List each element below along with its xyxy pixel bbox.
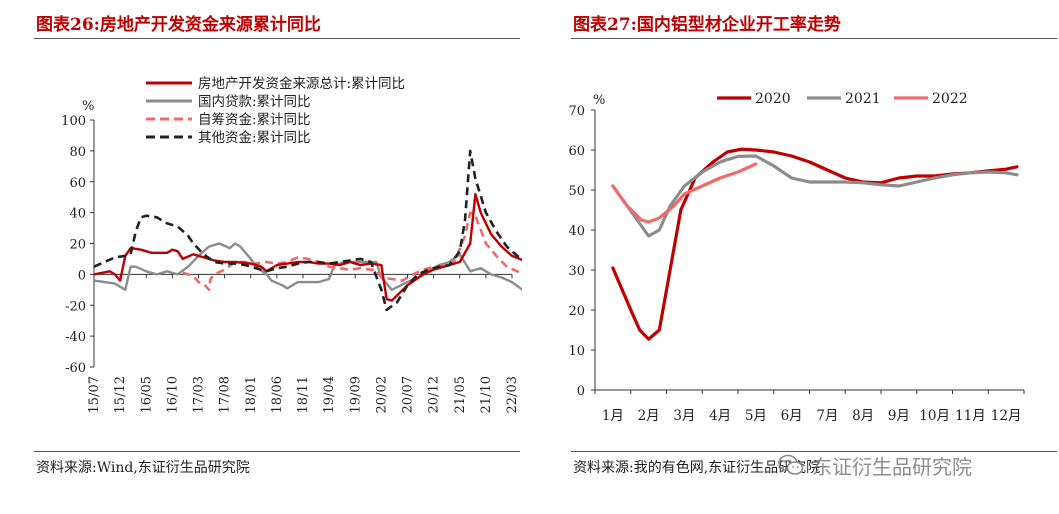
y-unit-label: % — [593, 93, 605, 108]
x-tick-label: 20/12 — [427, 376, 442, 413]
x-tick-label: 8月 — [852, 408, 874, 424]
x-tick-label: 7月 — [816, 408, 838, 424]
x-tick-label: 16/10 — [165, 376, 180, 413]
x-tick-label: 21/05 — [453, 376, 468, 413]
x-tick-label: 15/12 — [113, 376, 128, 413]
title-rule — [571, 38, 1057, 39]
title-rule — [34, 38, 520, 39]
x-tick-label: 16/05 — [139, 376, 154, 413]
y-tick-label: 60 — [568, 144, 585, 159]
x-tick-label: 1月 — [602, 408, 624, 424]
y-tick-label: 0 — [577, 384, 585, 399]
legend: 房地产开发资金来源总计:累计同比国内贷款:累计同比自筹资金:累计同比其他资金:累… — [146, 76, 405, 146]
series-line — [611, 154, 1019, 238]
x-tick-label: 10月 — [919, 408, 950, 424]
y-tick-label: 70 — [568, 104, 585, 119]
y-tick-label: 20 — [69, 238, 86, 253]
series-line — [611, 162, 758, 224]
y-tick-label: 0 — [78, 268, 86, 283]
source-note: 资料来源:我的有色网,东证衍生品研究院 — [573, 460, 821, 476]
x-tick-label: 12月 — [991, 408, 1022, 424]
legend: 2020 2021 2022 — [717, 91, 968, 107]
x-tick-label: 18/01 — [244, 376, 259, 413]
x-tick-label: 6月 — [781, 408, 803, 424]
x-tick-label: 17/03 — [192, 376, 207, 413]
x-tick-label: 19/09 — [348, 376, 363, 413]
watermark: 东证衍生品研究院 — [776, 450, 972, 480]
y-tick-label: -20 — [65, 299, 86, 314]
chart-fig27: % 70 60 50 40 30 20 10 0 1月 2月 3月 4月 5月 6月 7月 8月 9月 10月 11… — [568, 91, 1025, 424]
y-tick-label: 40 — [69, 207, 86, 222]
source-note: 资料来源:Wind,东证衍生品研究院 — [36, 460, 250, 476]
series-line — [93, 192, 522, 302]
legend-label: 自筹资金:累计同比 — [198, 111, 311, 128]
chart-panel-fig26: 图表26:房地产开发资金来源累计同比 % 100 80 60 40 20 0 -20 -40 -… — [0, 0, 522, 514]
chart-panel-fig27: 图表27:国内铝型材企业开工率走势 % 70 60 50 40 30 20 10 0 1月 2月 3… — [537, 0, 1059, 514]
series-line — [93, 242, 522, 291]
y-tick-label: 10 — [568, 344, 585, 359]
chart-title-fig27: 图表27:国内铝型材企业开工率走势 — [573, 15, 841, 35]
legend-label: 2020 — [755, 91, 791, 107]
x-tick-label: 15/07 — [87, 376, 102, 413]
x-tick-label: 2月 — [638, 408, 660, 424]
x-tick-label: 18/06 — [270, 376, 285, 413]
x-tick-label: 18/11 — [296, 376, 311, 413]
y-tick-label: 80 — [69, 145, 86, 160]
x-tick-label: 11月 — [955, 408, 986, 424]
x-tick-label: 3月 — [673, 408, 695, 424]
x-tick-label: 5月 — [745, 408, 767, 424]
series-line — [611, 147, 1019, 341]
y-tick-label: -60 — [65, 361, 86, 376]
y-unit-label: % — [82, 99, 94, 114]
y-tick-label: 50 — [568, 184, 585, 199]
series-line — [93, 149, 522, 312]
x-tick-label: 17/08 — [218, 376, 233, 413]
legend-label: 2021 — [845, 91, 881, 107]
legend-label: 其他资金:累计同比 — [198, 130, 311, 146]
y-tick-label: 30 — [568, 264, 585, 279]
y-tick-label: 40 — [568, 224, 585, 239]
legend-label: 国内贷款:累计同比 — [198, 94, 311, 110]
wechat-logo-icon — [778, 454, 804, 475]
x-tick-label: 19/04 — [322, 376, 337, 413]
watermark-text: 东证衍生品研究院 — [812, 454, 972, 479]
x-tick-label: 4月 — [709, 408, 731, 424]
legend-label: 2022 — [932, 91, 968, 107]
x-tick-label: 21/10 — [479, 376, 494, 413]
x-tick-label: 9月 — [888, 408, 910, 424]
x-tick-label: 20/07 — [401, 376, 416, 413]
y-tick-label: -40 — [65, 330, 86, 345]
y-tick-label: 20 — [568, 304, 585, 319]
y-tick-label: 100 — [61, 114, 86, 129]
legend-label: 房地产开发资金来源总计:累计同比 — [198, 76, 405, 92]
source-rule — [34, 451, 520, 452]
source-rule — [571, 451, 1057, 452]
chart-title-fig26: 图表26:房地产开发资金来源累计同比 — [36, 15, 321, 35]
x-tick-label: 22/03 — [505, 376, 520, 413]
y-tick-label: 60 — [69, 176, 86, 191]
plot-area: 70 60 50 40 30 20 10 0 1月 2月 3月 4月 5月 6月 7月 8月 9月 10月 11月 1… — [568, 104, 1025, 424]
series-line — [182, 211, 522, 292]
x-tick-label: 20/02 — [374, 376, 389, 413]
